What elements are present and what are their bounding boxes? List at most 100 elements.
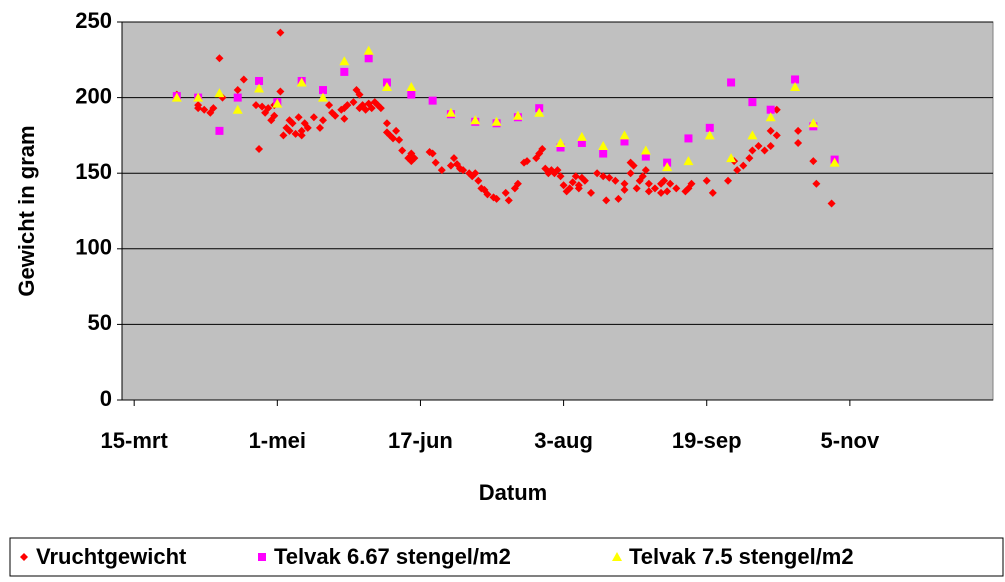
x-tick-label: 3-aug: [534, 428, 593, 453]
point: [233, 93, 242, 102]
point: [363, 45, 374, 55]
point: [319, 116, 327, 125]
point: [325, 101, 334, 110]
point: [662, 162, 673, 172]
point: [279, 131, 288, 140]
point: [745, 154, 754, 163]
point: [200, 105, 209, 114]
point: [318, 92, 328, 102]
point: [598, 140, 609, 150]
point: [559, 181, 568, 190]
point: [382, 119, 391, 128]
point: [772, 131, 781, 140]
point: [395, 135, 404, 144]
point: [657, 188, 666, 197]
point: [602, 196, 611, 205]
point: [297, 131, 306, 140]
point: [331, 111, 340, 120]
point: [431, 158, 440, 167]
point: [605, 173, 614, 182]
point: [255, 76, 264, 85]
point: [303, 123, 312, 132]
point: [672, 184, 681, 193]
point: [632, 184, 641, 193]
x-axis-label: Datum: [479, 480, 547, 505]
point: [264, 104, 273, 113]
y-tick-label: 250: [75, 8, 112, 33]
point: [255, 145, 264, 154]
point: [339, 56, 350, 66]
point: [276, 28, 285, 37]
point: [513, 179, 522, 188]
point: [794, 138, 803, 147]
legend-label: Telvak 6.67 stengel/m2: [274, 544, 511, 569]
point: [215, 54, 224, 63]
point: [254, 83, 265, 93]
point: [398, 146, 407, 155]
point: [739, 161, 748, 170]
point: [389, 134, 398, 143]
point: [407, 90, 416, 99]
point: [791, 75, 800, 84]
point: [209, 104, 218, 113]
point: [376, 104, 385, 113]
point: [790, 82, 801, 92]
point: [760, 146, 769, 155]
point: [641, 152, 650, 161]
point: [445, 107, 456, 117]
point: [270, 111, 279, 120]
legend: [9, 537, 1004, 577]
point: [702, 176, 711, 185]
point: [343, 101, 352, 110]
point: [428, 149, 437, 158]
point: [474, 176, 483, 185]
plot-area: [121, 21, 994, 401]
point: [829, 157, 840, 167]
point: [748, 146, 757, 155]
point: [288, 119, 297, 128]
x-tick-label: 19-sep: [672, 428, 742, 453]
point: [534, 107, 545, 117]
point: [580, 176, 589, 185]
point: [449, 154, 458, 163]
point: [340, 114, 349, 123]
point: [748, 98, 757, 107]
point: [501, 188, 510, 197]
point: [638, 172, 647, 181]
legend-marker: [258, 553, 266, 561]
legend-label: Vruchtgewicht: [36, 544, 187, 569]
point: [574, 181, 583, 190]
point: [565, 184, 574, 193]
point: [252, 101, 260, 110]
y-axis-label: Gewicht in gram: [14, 125, 39, 296]
point: [727, 78, 736, 87]
point: [446, 161, 455, 170]
point: [297, 126, 306, 135]
point: [512, 110, 523, 120]
point: [666, 179, 675, 188]
point: [492, 194, 501, 203]
point: [294, 113, 303, 122]
point: [361, 105, 370, 114]
point: [504, 196, 513, 205]
point: [577, 138, 586, 147]
point: [827, 199, 836, 208]
point: [470, 115, 481, 125]
point: [812, 179, 821, 188]
point: [214, 88, 225, 98]
point: [611, 176, 620, 185]
point: [641, 166, 650, 175]
point: [663, 187, 672, 196]
point: [629, 161, 638, 170]
point: [568, 178, 577, 187]
point: [733, 166, 742, 175]
point: [747, 130, 758, 140]
point: [276, 87, 285, 96]
point: [726, 153, 737, 163]
point: [724, 176, 733, 185]
point: [364, 54, 373, 63]
point: [660, 176, 669, 185]
point: [765, 112, 776, 122]
x-tick-label: 17-jun: [388, 428, 453, 453]
